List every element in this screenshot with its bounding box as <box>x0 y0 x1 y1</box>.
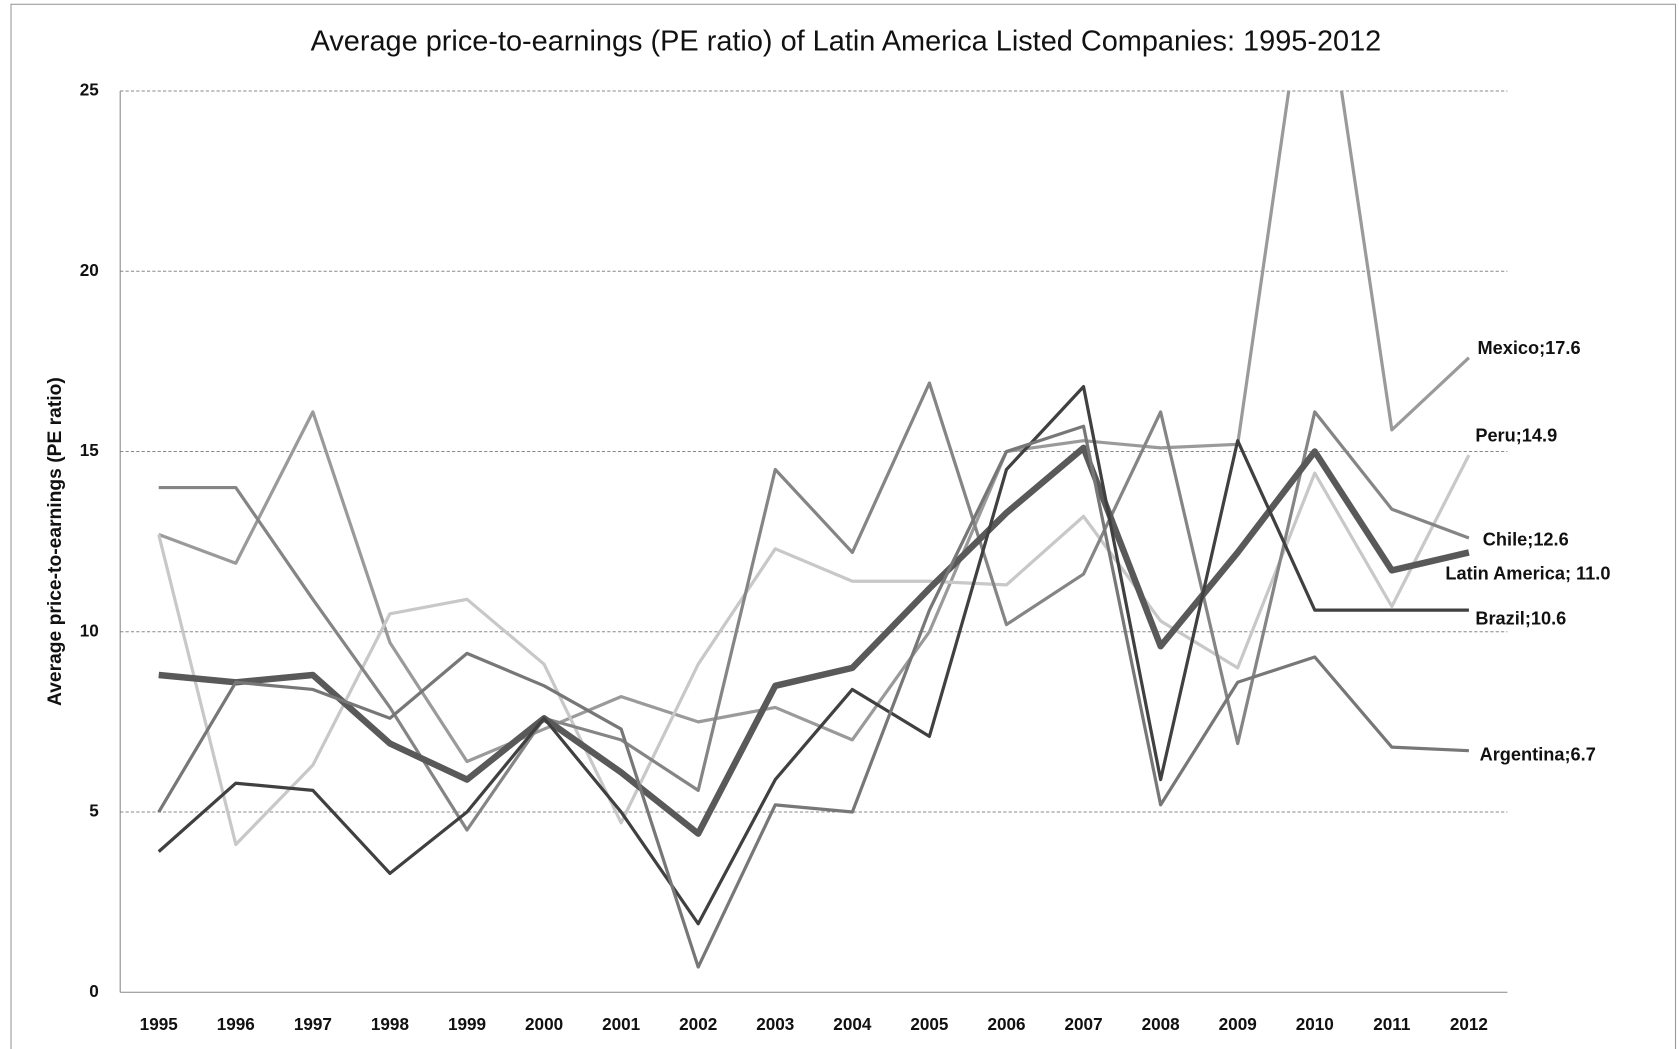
x-tick-label: 2000 <box>525 1015 563 1034</box>
x-tick-label: 2004 <box>833 1015 872 1034</box>
y-tick-label: 10 <box>80 621 99 640</box>
series-label: Latin America; 11.0 <box>1445 564 1610 584</box>
y-tick-label: 5 <box>89 802 99 821</box>
y-tick-label: 20 <box>80 261 99 280</box>
series-label: Argentina;6.7 <box>1480 745 1596 765</box>
x-tick-label: 2006 <box>987 1015 1025 1034</box>
chart-frame <box>10 3 1677 1049</box>
x-tick-label: 1995 <box>140 1015 179 1034</box>
x-tick-label: 1999 <box>448 1015 486 1034</box>
x-tick-label: 2005 <box>910 1015 949 1034</box>
series-line <box>157 424 1469 969</box>
chart-title: Average price-to-earnings (PE ratio) of … <box>311 25 1382 57</box>
y-tick-label: 15 <box>80 441 100 460</box>
series-label: Peru;14.9 <box>1475 426 1557 446</box>
y-axis-label: Average price-to-earnings (PE ratio) <box>45 377 66 706</box>
x-tick-label: 2010 <box>1296 1015 1334 1034</box>
series-line <box>158 381 1470 832</box>
x-tick-label: 2011 <box>1373 1015 1411 1034</box>
x-tick-label: 1997 <box>294 1015 332 1034</box>
x-tick-label: 1996 <box>217 1015 255 1034</box>
x-tick-label: 2003 <box>756 1015 794 1034</box>
x-tick-label: 2007 <box>1065 1015 1103 1034</box>
x-tick-label: 2009 <box>1219 1015 1257 1034</box>
x-tick-label: 1998 <box>371 1015 409 1034</box>
y-tick-label: 0 <box>89 982 99 1001</box>
x-tick-label: 2008 <box>1142 1015 1180 1034</box>
x-tick-label: 2012 <box>1450 1015 1488 1034</box>
series-label: Brazil;10.6 <box>1475 609 1566 629</box>
x-tick-label: 2001 <box>602 1015 641 1034</box>
series-line <box>157 454 1471 847</box>
series-label: Chile;12.6 <box>1483 529 1569 549</box>
series-line <box>158 444 1470 837</box>
x-tick-label: 2002 <box>679 1015 717 1034</box>
series-label: Mexico;17.6 <box>1477 338 1580 358</box>
series-line <box>158 90 1470 764</box>
y-tick-label: 25 <box>80 81 100 100</box>
series-line <box>157 385 1469 926</box>
